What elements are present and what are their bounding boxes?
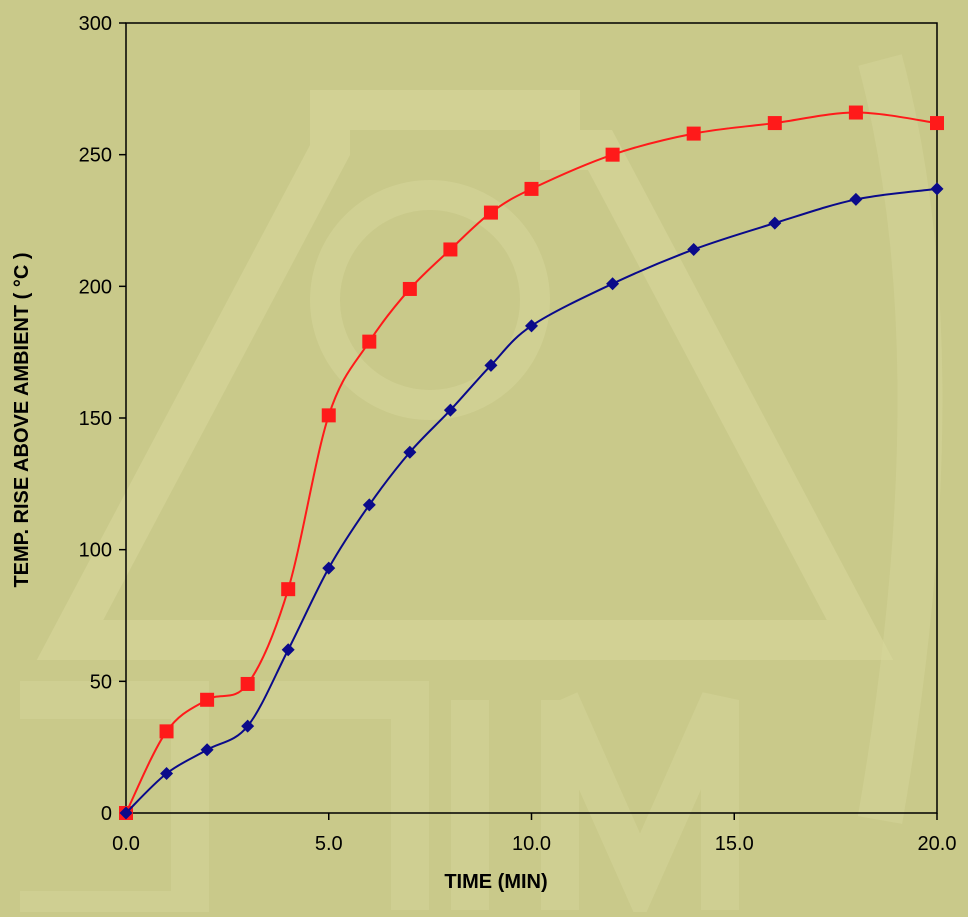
diamond-point — [362, 498, 376, 512]
diamond-point — [241, 719, 255, 733]
square-point — [159, 724, 174, 739]
diamond-point — [768, 216, 782, 230]
x-tick-label: 5.0 — [315, 833, 343, 855]
x-tick-label: 20.0 — [918, 833, 957, 855]
square-point — [686, 126, 701, 141]
x-axis-title: TIME (MIN) — [444, 871, 547, 893]
square-point — [200, 692, 215, 707]
axes — [119, 22, 938, 820]
square-point — [483, 205, 498, 220]
diamond-point — [484, 358, 498, 372]
y-tick-label: 250 — [79, 145, 112, 167]
diamond-point — [443, 403, 457, 417]
series-layer — [119, 105, 944, 820]
x-tick-label: 0.0 — [112, 833, 140, 855]
watermark-flask — [36, 90, 894, 660]
y-tick-label: 150 — [79, 408, 112, 430]
diamond-point — [322, 561, 336, 575]
square-point — [362, 334, 377, 349]
square-point — [240, 676, 255, 691]
square-point — [605, 147, 620, 162]
plot-frame — [125, 22, 938, 814]
series-2 — [119, 182, 944, 820]
square-point — [321, 408, 336, 423]
square-point — [930, 116, 944, 131]
diamond-point — [403, 445, 417, 459]
square-point — [767, 116, 782, 131]
background-watermark — [20, 54, 943, 917]
diamond-point — [160, 767, 174, 780]
watermark-arc — [857, 54, 943, 824]
watermark-letters — [20, 681, 739, 917]
y-tick-label: 0 — [101, 803, 112, 825]
series-1-line — [125, 111, 938, 814]
diamond-point — [930, 182, 944, 196]
diamond-point — [119, 806, 133, 820]
y-tick-label: 300 — [79, 13, 112, 35]
x-tick-label: 15.0 — [715, 833, 754, 855]
diamond-point — [525, 319, 538, 333]
watermark-sun — [310, 180, 550, 420]
y-tick-label: 50 — [90, 671, 112, 693]
square-point — [443, 242, 458, 257]
y-tick-label: 200 — [79, 276, 112, 298]
square-point — [281, 582, 296, 597]
y-axis-title: TEMP. RISE ABOVE AMBIENT ( °C ) — [11, 252, 33, 587]
series-1 — [119, 105, 944, 820]
tick-labels: 0 50 100 150 200 250 300 0.0 5.0 10.0 15.0 20.0 — [79, 13, 957, 855]
y-tick-label: 100 — [79, 540, 112, 562]
square-point — [402, 281, 417, 296]
diamond-point — [687, 242, 701, 256]
series-2-line — [125, 187, 938, 814]
diamond-point — [281, 643, 295, 657]
square-point — [848, 105, 863, 120]
diamond-point — [606, 277, 620, 291]
diamond-point — [200, 743, 214, 757]
x-tick-label: 10.0 — [512, 833, 551, 855]
square-point — [524, 181, 539, 196]
diamond-point — [849, 192, 863, 206]
